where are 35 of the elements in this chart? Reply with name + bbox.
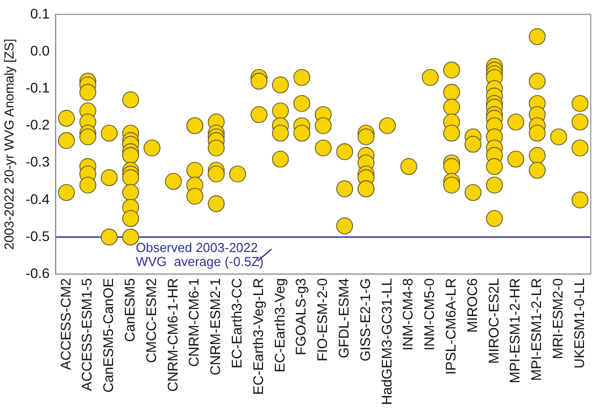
x-tick-label: EC-Earth3-Veg-LR xyxy=(250,278,266,395)
x-tick-label: MPI-ESM1-2-LR xyxy=(528,278,544,381)
x-tick-label: MRI-ESM2-0 xyxy=(549,278,566,360)
y-axis-title: 2003-2022 20-yr WVG Anomaly [ZS] xyxy=(1,38,16,250)
x-tick-label: EC-Earth3-Veg xyxy=(271,278,288,372)
y-tick-label: -0.2 xyxy=(26,116,50,133)
x-tick-label: IPSL-CM6A-LR xyxy=(442,278,458,375)
x-tick-label: MIROC-ES2L xyxy=(485,278,502,364)
y-tick-label: -0.1 xyxy=(26,79,50,96)
x-tick-label: UKESM1-0-LL xyxy=(570,278,587,368)
y-tick-label: 0.1 xyxy=(30,5,50,22)
x-tick-label: EC-Earth3-CC xyxy=(228,278,244,368)
x-tick-label: CanESM5-CanOE xyxy=(100,278,116,393)
y-tick-label: -0.6 xyxy=(26,265,50,282)
x-tick-label: FIO-ESM-2-0 xyxy=(314,278,330,362)
y-tick-label: -0.3 xyxy=(26,154,50,170)
x-tick-label: CNRM-ESM2-1 xyxy=(207,278,224,376)
x-tick-label: MPI-ESM1-2-HR xyxy=(506,278,523,384)
y-tick-label: 0.0 xyxy=(30,42,50,58)
x-tick-label: GFDL-ESM4 xyxy=(335,278,352,358)
x-tick-label: CNRM-CM6-1-HR xyxy=(164,278,180,392)
x-tick-label: FGOALS-g3 xyxy=(292,278,309,356)
x-tick-label: MIROC6 xyxy=(464,278,480,333)
x-tick-label: HadGEM3-GC31-LL xyxy=(378,278,394,405)
x-tick-label: INM-CM5-0 xyxy=(421,278,438,351)
x-tick-label: CNRM-CM6-1 xyxy=(186,278,202,367)
x-tick-label: INM-CM4-8 xyxy=(400,278,416,351)
y-tick-label: -0.5 xyxy=(26,228,50,244)
ref-line-label: Observed 2003-2022 WVG average (-0.5Z) xyxy=(136,240,264,270)
x-tick-label: ACCESS-CM2 xyxy=(57,278,74,370)
x-tick-label: GISS-E2-1-G xyxy=(356,278,373,362)
x-tick-label: CanESM5 xyxy=(121,278,138,342)
y-tick-label: -0.4 xyxy=(26,190,50,207)
x-tick-label: ACCESS-ESM1-5 xyxy=(78,278,95,391)
x-tick-label: CMCC-ESM2 xyxy=(142,278,159,363)
